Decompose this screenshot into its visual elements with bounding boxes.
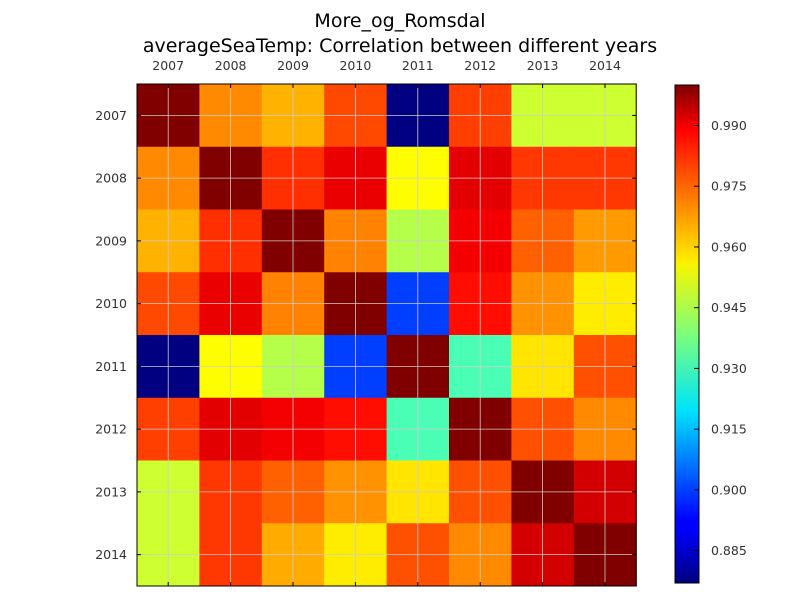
x-tick-label: 2008 — [215, 58, 247, 73]
y-tick-label: 2013 — [95, 484, 127, 499]
colorbar-ticks: 0.885 0.900 0.915 0.930 0.945 0.960 0.975 0.990 — [694, 118, 747, 558]
x-tick-label: 2009 — [277, 58, 309, 73]
colorbar: 0.885 0.900 0.915 0.930 0.945 0.960 0.975 0.990 — [674, 84, 747, 584]
chart-title: More_og_Romsdal — [314, 10, 486, 32]
heatmap-cells — [137, 84, 637, 587]
colorbar-tick-label: 0.975 — [711, 179, 747, 194]
y-tick-label: 2011 — [95, 359, 127, 374]
colorbar-tick-label: 0.990 — [711, 118, 747, 133]
y-tick-label: 2014 — [95, 547, 127, 562]
x-tick-label: 2013 — [527, 58, 559, 73]
x-tick-label: 2012 — [464, 58, 496, 73]
colorbar-gradient — [674, 84, 700, 584]
colorbar-tick-label: 0.945 — [711, 300, 747, 315]
y-tick-label: 2009 — [95, 233, 127, 248]
y-tick-label: 2010 — [95, 296, 127, 311]
x-axis-ticks: 2007 2008 2009 2010 2011 2012 2013 2014 — [152, 58, 621, 586]
colorbar-tick-label: 0.930 — [711, 361, 747, 376]
colorbar-tick-label: 0.900 — [711, 482, 747, 497]
x-tick-label: 2010 — [339, 58, 371, 73]
colorbar-tick-label: 0.960 — [711, 239, 747, 254]
y-tick-label: 2012 — [95, 422, 127, 437]
x-tick-label: 2014 — [589, 58, 621, 73]
y-tick-label: 2007 — [95, 108, 127, 123]
y-axis-ticks: 2007 2008 2009 2010 2011 2012 2013 2014 — [95, 108, 637, 562]
colorbar-tick-label: 0.885 — [711, 543, 747, 558]
chart-subtitle: averageSeaTemp: Correlation between diff… — [142, 35, 658, 57]
x-tick-label: 2007 — [152, 58, 184, 73]
y-tick-label: 2008 — [95, 171, 127, 186]
x-tick-label: 2011 — [402, 58, 434, 73]
colorbar-tick-label: 0.915 — [711, 422, 747, 437]
plot-frame — [136, 83, 637, 587]
grid-lines — [137, 84, 637, 586]
